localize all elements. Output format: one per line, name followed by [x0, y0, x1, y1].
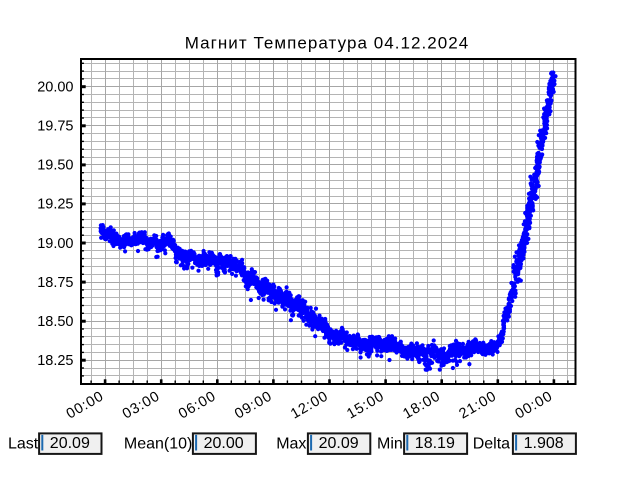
svg-text:Delta: Delta — [473, 435, 510, 452]
svg-text:1.908: 1.908 — [524, 435, 564, 452]
svg-text:19.75: 19.75 — [37, 119, 73, 135]
svg-text:Mean(10): Mean(10) — [124, 435, 192, 452]
svg-text:19.00: 19.00 — [37, 236, 73, 252]
svg-text:20.09: 20.09 — [319, 435, 359, 452]
svg-text:18.50: 18.50 — [37, 314, 73, 330]
svg-text:20.09: 20.09 — [50, 435, 90, 452]
svg-text:Max: Max — [276, 435, 306, 452]
svg-text:19.25: 19.25 — [37, 197, 73, 213]
svg-text:20.00: 20.00 — [204, 435, 244, 452]
svg-text:Магнит Температура 04.12.2024: Магнит Температура 04.12.2024 — [185, 33, 470, 52]
svg-text:18.75: 18.75 — [37, 275, 73, 291]
svg-text:19.50: 19.50 — [37, 158, 73, 174]
svg-text:18.25: 18.25 — [37, 353, 73, 369]
svg-text:20.00: 20.00 — [37, 80, 73, 96]
svg-text:18.19: 18.19 — [415, 435, 455, 452]
svg-text:Last: Last — [8, 435, 39, 452]
svg-text:Min: Min — [377, 435, 403, 452]
